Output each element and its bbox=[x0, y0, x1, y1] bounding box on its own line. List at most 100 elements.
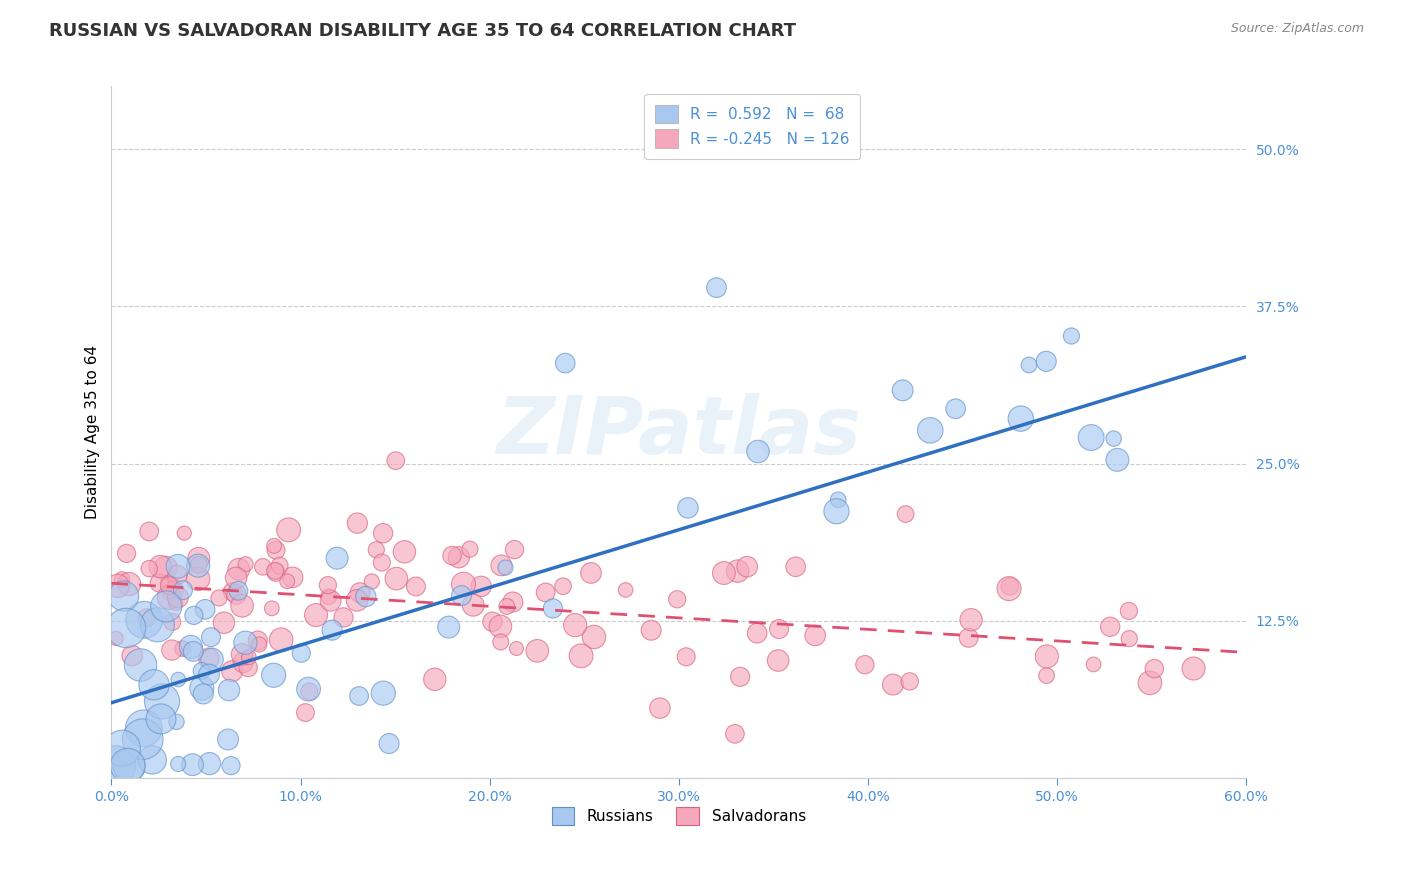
Point bbox=[1035, 668, 1057, 682]
Point bbox=[167, 673, 190, 687]
Point bbox=[150, 694, 173, 708]
Text: RUSSIAN VS SALVADORAN DISABILITY AGE 35 TO 64 CORRELATION CHART: RUSSIAN VS SALVADORAN DISABILITY AGE 35 … bbox=[49, 22, 796, 40]
Point bbox=[194, 602, 217, 616]
Point bbox=[349, 585, 371, 599]
Point bbox=[269, 558, 291, 573]
Point bbox=[1102, 432, 1125, 446]
Point bbox=[354, 590, 377, 604]
Point bbox=[957, 631, 980, 645]
Point bbox=[371, 526, 394, 541]
Point bbox=[1118, 604, 1140, 618]
Point bbox=[998, 579, 1021, 593]
Point bbox=[264, 566, 287, 580]
Point bbox=[231, 599, 253, 613]
Point bbox=[481, 615, 503, 629]
Point bbox=[221, 585, 243, 599]
Point bbox=[198, 651, 221, 665]
Point bbox=[111, 741, 134, 756]
Point bbox=[373, 686, 395, 700]
Point bbox=[247, 638, 270, 652]
Point bbox=[270, 632, 292, 647]
Point bbox=[1099, 620, 1122, 634]
Point bbox=[360, 574, 382, 589]
Point bbox=[132, 721, 155, 735]
Point bbox=[1060, 329, 1083, 343]
Point bbox=[447, 550, 470, 565]
Point bbox=[111, 573, 134, 587]
Point bbox=[225, 588, 247, 602]
Point bbox=[263, 539, 285, 553]
Point bbox=[526, 644, 548, 658]
Point bbox=[441, 549, 464, 563]
Point bbox=[728, 670, 751, 684]
Point bbox=[745, 626, 768, 640]
Point bbox=[160, 643, 183, 657]
Point bbox=[157, 591, 180, 605]
Point bbox=[569, 648, 592, 663]
Point bbox=[1010, 411, 1032, 425]
Point bbox=[385, 572, 408, 586]
Point bbox=[1118, 632, 1140, 646]
Point bbox=[825, 504, 848, 518]
Point bbox=[898, 674, 921, 689]
Point bbox=[235, 636, 257, 650]
Point bbox=[502, 595, 524, 609]
Point bbox=[115, 546, 138, 560]
Point bbox=[458, 542, 481, 557]
Point bbox=[121, 648, 143, 663]
Point bbox=[173, 526, 195, 541]
Point bbox=[827, 492, 849, 507]
Point bbox=[724, 727, 747, 741]
Point bbox=[437, 620, 460, 634]
Point bbox=[143, 678, 166, 692]
Point bbox=[246, 633, 269, 648]
Point bbox=[221, 664, 243, 678]
Point bbox=[960, 613, 983, 627]
Point bbox=[491, 558, 513, 573]
Point bbox=[463, 598, 485, 612]
Point bbox=[366, 542, 388, 557]
Point bbox=[384, 453, 406, 467]
Point bbox=[201, 652, 224, 666]
Point bbox=[166, 567, 188, 582]
Point bbox=[727, 564, 749, 578]
Point bbox=[346, 593, 368, 607]
Point bbox=[107, 579, 129, 593]
Point bbox=[316, 578, 339, 592]
Point bbox=[495, 560, 517, 574]
Point bbox=[117, 758, 139, 772]
Point bbox=[264, 564, 287, 578]
Point bbox=[768, 622, 790, 636]
Point bbox=[554, 356, 576, 370]
Point bbox=[134, 613, 156, 627]
Point bbox=[564, 618, 586, 632]
Point bbox=[534, 585, 557, 599]
Point bbox=[785, 559, 807, 574]
Point bbox=[332, 610, 354, 624]
Point bbox=[181, 757, 204, 772]
Point bbox=[149, 712, 172, 726]
Point bbox=[891, 384, 914, 398]
Text: ZIPatlas: ZIPatlas bbox=[496, 393, 862, 471]
Point bbox=[225, 571, 247, 585]
Point bbox=[582, 630, 605, 644]
Point bbox=[183, 608, 205, 623]
Point bbox=[132, 732, 155, 747]
Point bbox=[162, 615, 184, 629]
Point bbox=[138, 524, 160, 539]
Point bbox=[894, 507, 917, 521]
Text: Source: ZipAtlas.com: Source: ZipAtlas.com bbox=[1230, 22, 1364, 36]
Point bbox=[218, 683, 240, 698]
Point bbox=[505, 641, 527, 656]
Point bbox=[1035, 354, 1057, 368]
Point bbox=[118, 758, 141, 772]
Point bbox=[212, 615, 235, 630]
Point bbox=[146, 617, 169, 632]
Point bbox=[706, 280, 728, 294]
Point bbox=[263, 668, 285, 682]
Point bbox=[219, 758, 242, 772]
Point bbox=[766, 653, 789, 667]
Point bbox=[735, 559, 758, 574]
Point bbox=[187, 558, 209, 572]
Point bbox=[1182, 661, 1205, 675]
